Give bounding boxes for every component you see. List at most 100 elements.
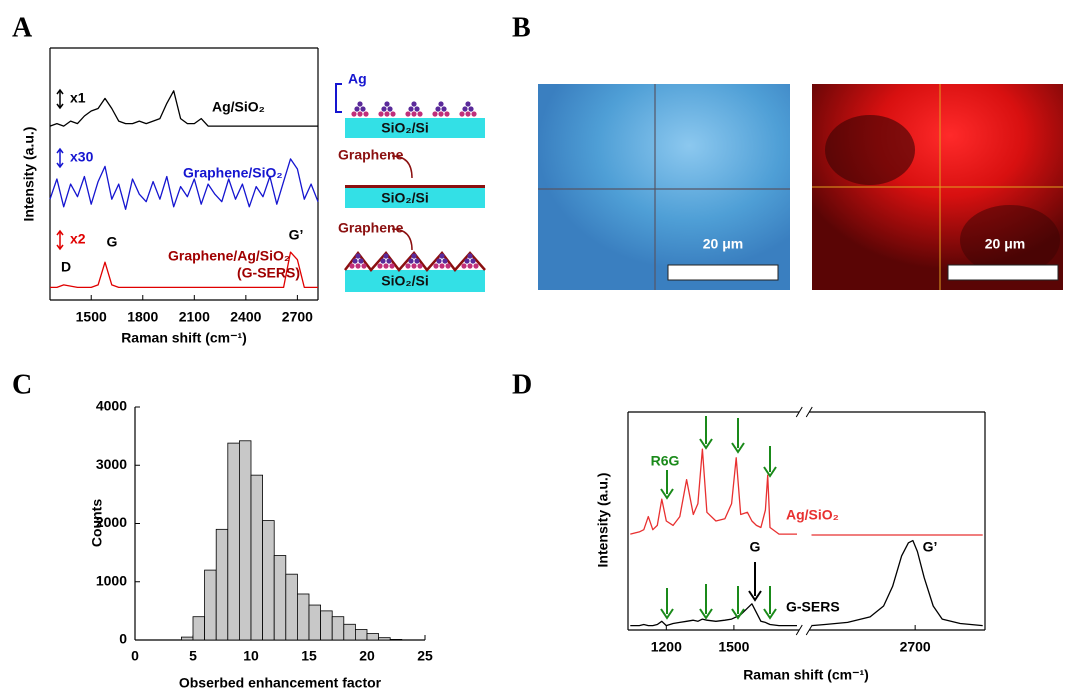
particle	[462, 106, 468, 112]
bar	[389, 639, 403, 641]
graphene-layer	[344, 250, 486, 272]
particle	[411, 253, 417, 259]
graphene-layer	[345, 185, 485, 188]
particle	[444, 111, 450, 117]
particle	[408, 106, 414, 112]
scale-arrow	[56, 229, 64, 251]
particle	[389, 263, 395, 269]
panel-label: A	[12, 12, 33, 43]
series-label: Ag/SiO₂	[212, 99, 265, 115]
particle	[361, 263, 367, 269]
particle	[352, 258, 358, 264]
panel-label: B	[512, 12, 531, 43]
particle	[360, 106, 366, 112]
particle	[432, 111, 438, 117]
particle	[386, 258, 392, 264]
bar	[192, 616, 205, 641]
bar	[227, 442, 240, 641]
annotation: G	[107, 234, 118, 250]
scale-arrow	[56, 88, 64, 110]
panel-label: D	[512, 369, 532, 400]
particle	[411, 111, 417, 117]
bar	[215, 528, 229, 641]
particle	[355, 253, 361, 259]
arrow-head	[699, 608, 713, 620]
y-tick-label: 4000	[96, 398, 127, 414]
particle	[383, 263, 389, 269]
y-axis-label: Intensity (a.u.)	[595, 473, 611, 568]
annotation: D	[61, 259, 71, 275]
particle	[377, 263, 383, 269]
bar	[296, 593, 310, 641]
particle	[439, 253, 445, 259]
x-axis-label: Raman shift (cm⁻¹)	[121, 330, 247, 346]
annotation: G	[750, 539, 761, 555]
particle	[445, 263, 451, 269]
series-label: Graphene/Ag/SiO₂	[168, 248, 290, 264]
scale-bar	[667, 264, 779, 281]
particle	[357, 101, 363, 107]
bar	[354, 629, 368, 641]
substrate	[345, 270, 485, 292]
series-label: Ag/SiO₂	[786, 507, 839, 523]
particle	[383, 253, 389, 259]
particle	[351, 111, 357, 117]
x-tick-label: 2700	[900, 639, 931, 655]
scale-factor: x30	[70, 149, 94, 165]
x-axis-label: Raman shift (cm⁻¹)	[743, 667, 869, 683]
particle	[473, 263, 479, 269]
particle	[411, 263, 417, 269]
particle	[387, 106, 393, 112]
particle	[442, 258, 448, 264]
bar	[238, 440, 252, 641]
substrate	[345, 188, 485, 208]
axis-break	[795, 406, 813, 418]
x-tick-label: 1800	[127, 309, 158, 325]
x-axis-label: Obserbed enhancement factor	[179, 675, 382, 691]
particle	[408, 258, 414, 264]
particle	[381, 106, 387, 112]
scale-label: 20 μm	[985, 236, 1025, 252]
x-tick-label: 0	[131, 648, 139, 664]
bar	[180, 636, 194, 641]
bar	[273, 555, 287, 641]
x-tick-label: 5	[189, 648, 197, 664]
substrate-label: SiO₂/Si	[381, 120, 428, 136]
particle	[405, 263, 411, 269]
ag-label: Ag	[348, 71, 367, 87]
particle	[355, 263, 361, 269]
scale-factor: x1	[70, 90, 86, 106]
arrow-head	[731, 608, 745, 620]
y-axis-label: Counts	[89, 499, 105, 547]
arrow-head	[731, 442, 745, 454]
bracket	[335, 83, 342, 113]
particle	[467, 263, 473, 269]
particle	[441, 106, 447, 112]
particle	[363, 111, 369, 117]
x-tick-label: 15	[301, 648, 317, 664]
bar	[285, 573, 298, 641]
scale-factor: x2	[70, 231, 86, 247]
x-tick-label: 1200	[651, 639, 682, 655]
annotation: G’	[289, 227, 304, 243]
particle	[358, 258, 364, 264]
x-tick-label: 2400	[230, 309, 261, 325]
particle	[438, 111, 444, 117]
particle	[461, 263, 467, 269]
x-tick-label: 2700	[282, 309, 313, 325]
annotation: (G-SERS)	[237, 265, 300, 281]
particle	[471, 111, 477, 117]
x-tick-label: 10	[243, 648, 259, 664]
particle	[414, 106, 420, 112]
bar	[262, 520, 275, 641]
arrow-head	[660, 488, 674, 500]
particle	[349, 263, 355, 269]
bar	[320, 610, 333, 641]
particle	[433, 263, 439, 269]
x-tick-label: 25	[417, 648, 433, 664]
x-tick-label: 1500	[76, 309, 107, 325]
scale-bar	[947, 264, 1059, 281]
graphene-label: Graphene	[338, 220, 404, 236]
x-tick-label: 2100	[179, 309, 210, 325]
